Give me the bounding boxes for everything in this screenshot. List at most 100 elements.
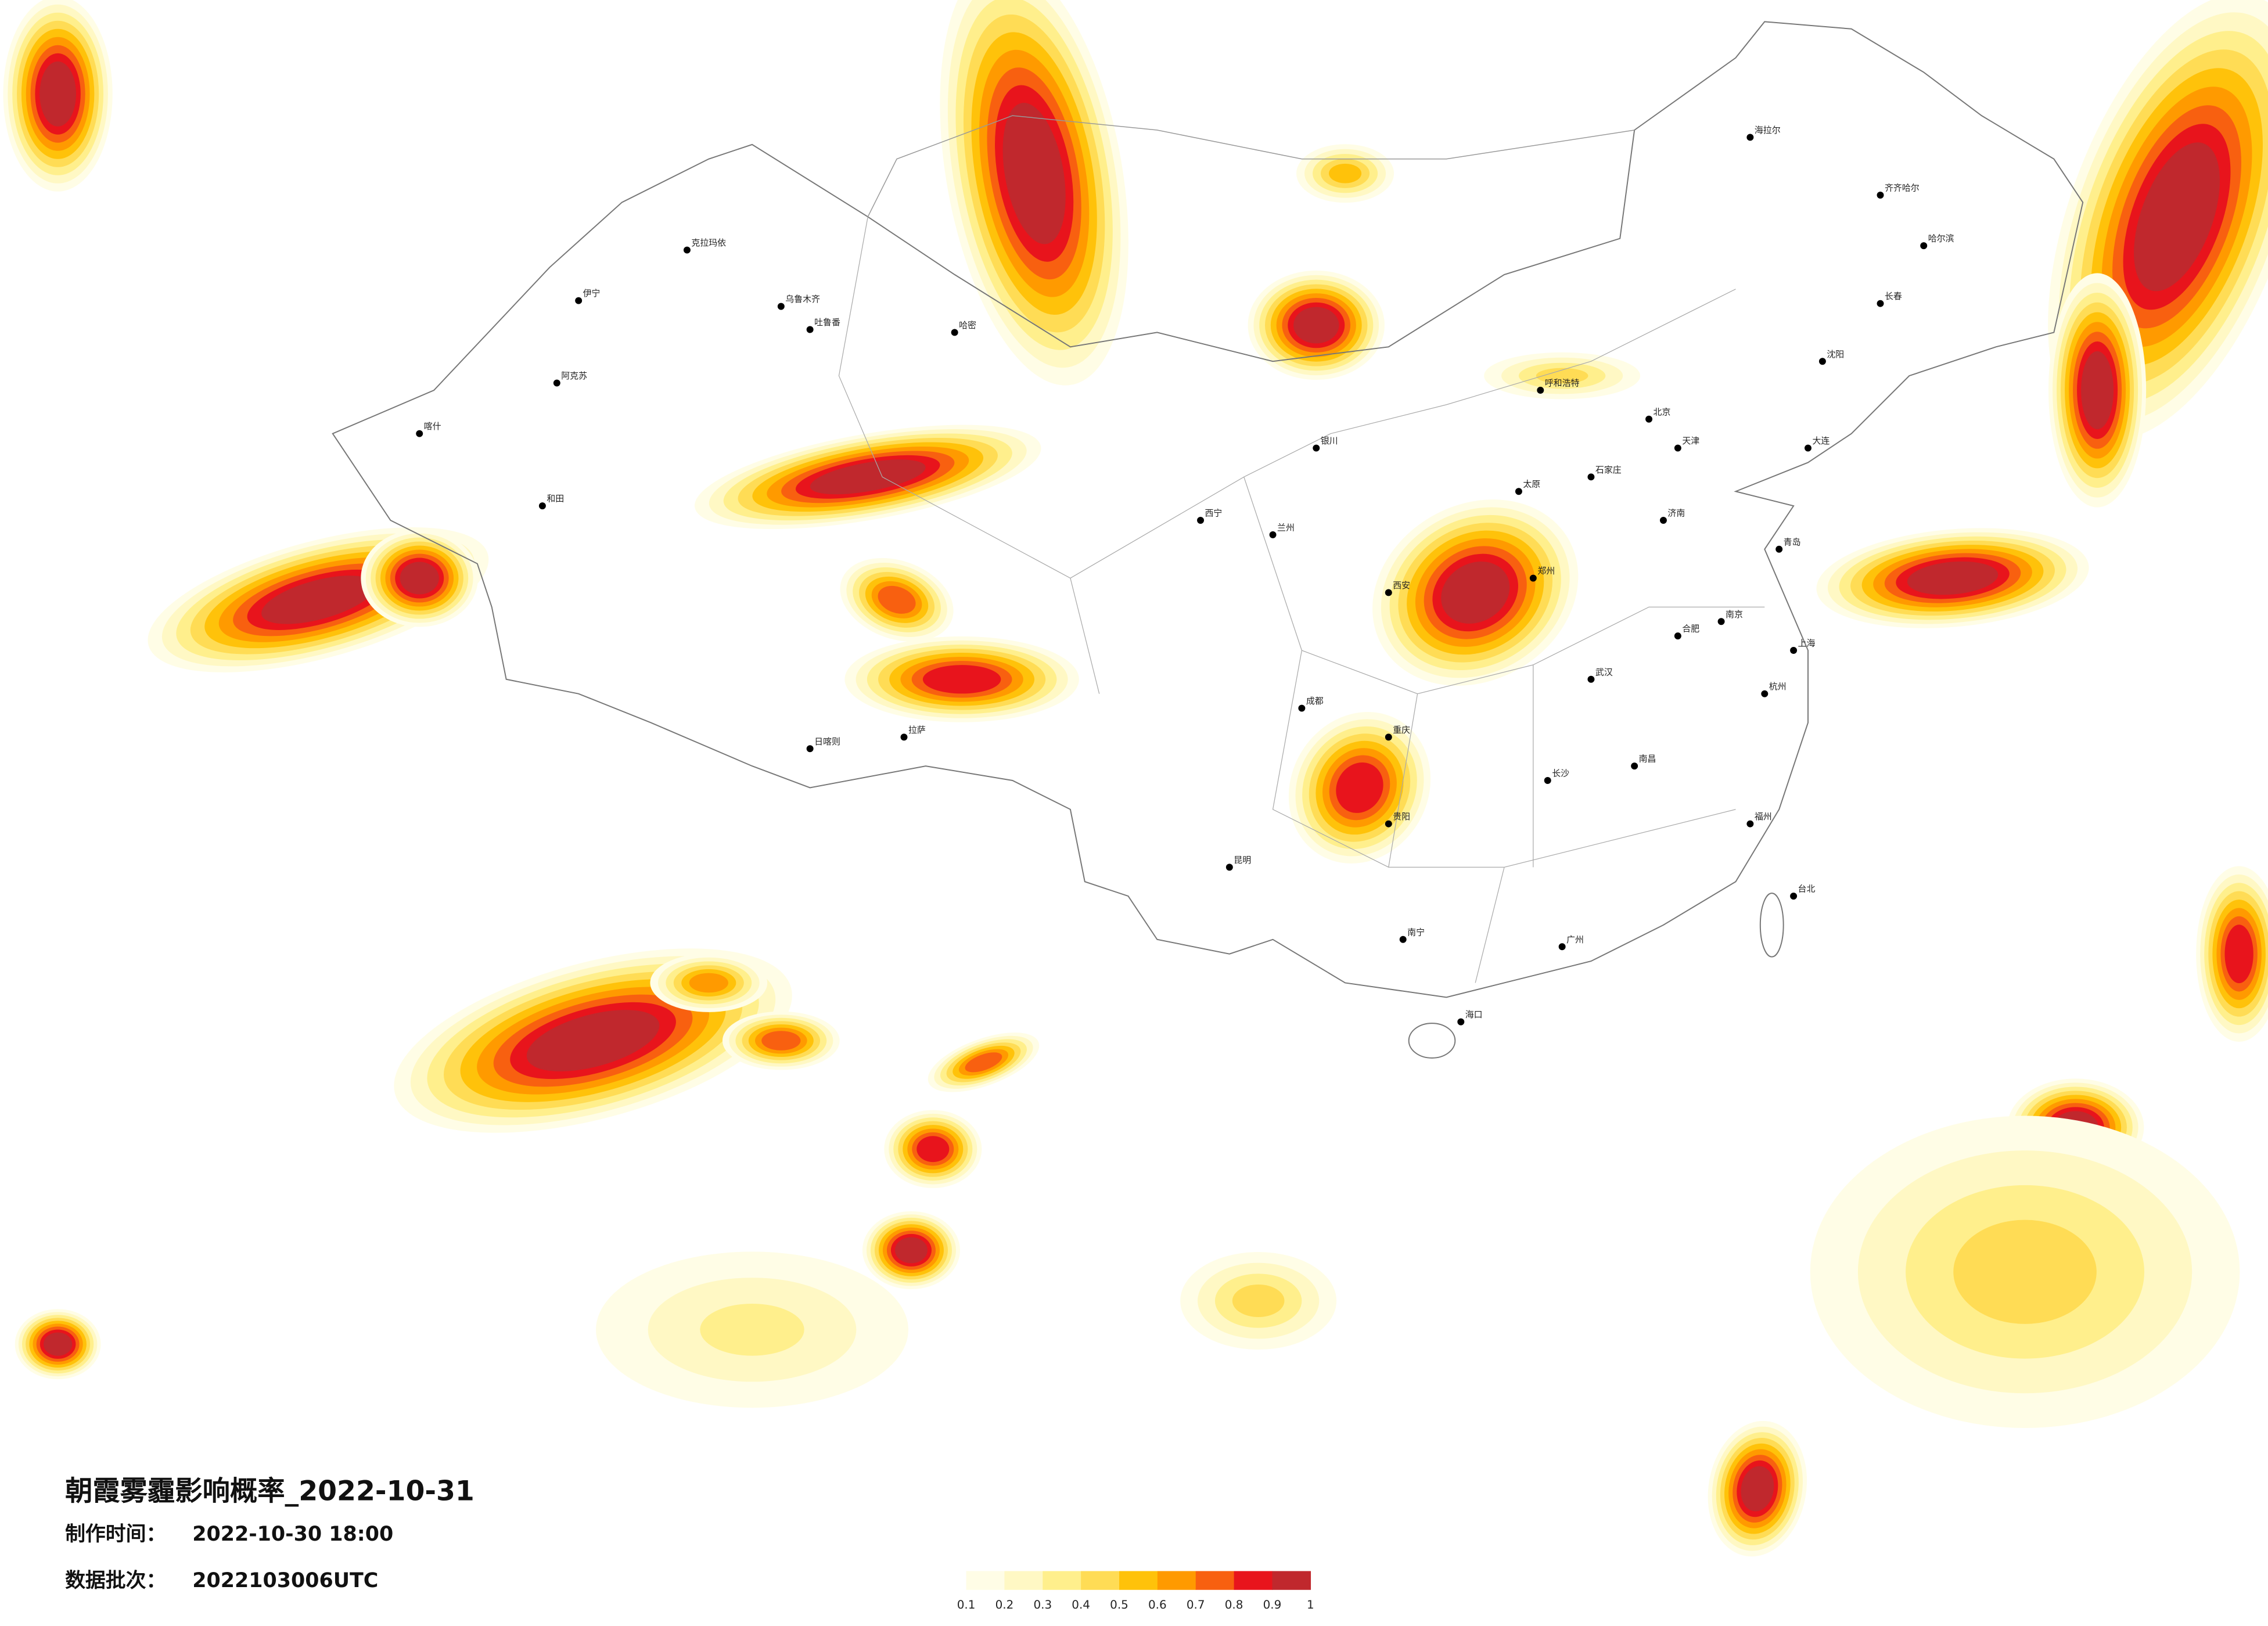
title: 朝霞雾霾影响概率_2022-10-31 — [65, 1475, 475, 1507]
city-label: 昆明 — [1234, 855, 1251, 865]
city-label: 西宁 — [1205, 508, 1223, 519]
haze-area — [2224, 924, 2253, 984]
city-dot — [1877, 300, 1884, 307]
haze-area — [43, 1332, 73, 1356]
haze-area — [1002, 103, 1066, 244]
city-label: 哈尔滨 — [1928, 233, 1954, 244]
city-dot — [1761, 690, 1769, 697]
haze-area — [689, 973, 728, 993]
legend-tick-label: 0.3 — [1033, 1598, 1052, 1611]
city-label: 沈阳 — [1827, 349, 1844, 359]
legend-tick-label: 0.9 — [1263, 1598, 1282, 1611]
city-label: 兰州 — [1277, 522, 1295, 533]
city-dot — [1717, 618, 1725, 625]
city-dot — [1298, 704, 1306, 712]
city-dot — [1659, 517, 1667, 524]
haze-area — [965, 1052, 1002, 1073]
city-label: 日喀则 — [814, 736, 840, 747]
city-label: 和田 — [547, 494, 564, 504]
haze-area — [1336, 762, 1383, 813]
city-dot — [1790, 893, 1798, 900]
legend-tick-label: 1 — [1307, 1598, 1314, 1611]
taiwan-outline — [1759, 893, 1784, 958]
city-dot — [1805, 444, 1811, 452]
legend-swatch — [1043, 1571, 1081, 1590]
province-lines — [838, 217, 1765, 983]
city-dot — [1587, 675, 1595, 683]
city-dot — [951, 329, 958, 336]
haze-area — [261, 575, 375, 624]
legend-swatch — [1195, 1571, 1235, 1590]
legend-swatch — [1004, 1571, 1044, 1590]
city-label: 贵阳 — [1393, 811, 1410, 822]
city-label: 太原 — [1523, 479, 1540, 490]
legend-swatch — [966, 1571, 1005, 1590]
city-label: 杭州 — [1769, 681, 1787, 692]
city-dot — [1515, 488, 1522, 495]
city-dot — [1631, 762, 1638, 770]
city-label: 郑州 — [1537, 566, 1555, 576]
city-label: 石家庄 — [1595, 465, 1622, 475]
city-dot — [1645, 415, 1653, 423]
city-dot — [1746, 820, 1754, 828]
haze-area — [810, 459, 926, 495]
city-dot — [683, 246, 691, 254]
hainan-outline — [1408, 1023, 1456, 1059]
haze-area — [1741, 1466, 1774, 1512]
legend-tick-label: 0.7 — [1187, 1598, 1205, 1611]
city-label: 乌鲁木齐 — [785, 294, 820, 304]
city-label: 西安 — [1393, 580, 1410, 591]
haze-area — [1293, 307, 1339, 344]
city-dot — [1587, 473, 1595, 481]
city-dot — [1674, 444, 1681, 452]
city-label: 哈密 — [959, 320, 976, 330]
haze-area — [894, 1237, 928, 1264]
city-dot — [1790, 647, 1798, 654]
haze-area — [922, 665, 1001, 694]
haze-area — [400, 562, 439, 595]
haze-area — [1907, 561, 1999, 595]
city-label: 呼和浩特 — [1545, 378, 1580, 388]
city-label: 拉萨 — [908, 725, 926, 735]
city-dot — [777, 303, 785, 310]
legend-swatch — [1157, 1571, 1196, 1590]
city-dot — [1385, 589, 1392, 596]
haze-area — [1536, 368, 1588, 384]
city-label: 北京 — [1654, 406, 1671, 417]
haze-areas — [3, 0, 2268, 1557]
batch: 2022103006UTC — [192, 1569, 378, 1592]
city-dot — [1544, 777, 1551, 784]
legend-swatch — [1272, 1571, 1311, 1590]
city-dot — [416, 430, 423, 437]
city-dot — [1746, 134, 1754, 141]
city-label: 台北 — [1798, 884, 1816, 894]
city-dot — [1674, 632, 1681, 640]
mongolia-border — [867, 115, 1635, 217]
city-dot — [1197, 517, 1205, 524]
city-dot — [538, 502, 546, 510]
city-label: 长春 — [1885, 291, 1902, 301]
haze-area — [39, 61, 76, 127]
legend-swatch — [1234, 1571, 1273, 1590]
legend-tick-label: 0.8 — [1225, 1598, 1243, 1611]
city-label: 广州 — [1566, 934, 1584, 945]
haze-area — [2081, 351, 2114, 430]
city-dot — [1920, 242, 1928, 250]
city-dot — [1818, 358, 1826, 365]
legend-tick-label: 0.6 — [1148, 1598, 1167, 1611]
city-label: 伊宁 — [583, 288, 601, 298]
city-label: 吐鲁番 — [814, 317, 840, 328]
city-label: 齐齐哈尔 — [1885, 183, 1920, 193]
city-dot — [1775, 545, 1783, 553]
city-label: 海口 — [1465, 1009, 1483, 1020]
city-label: 银川 — [1321, 436, 1338, 446]
legend: 0.1 0.2 0.3 0.4 0.5 0.6 0.7 0.8 0.9 1 — [957, 1571, 1314, 1611]
city-label: 重庆 — [1393, 725, 1410, 735]
city-label: 海拉尔 — [1755, 125, 1781, 135]
legend-tick-label: 0.1 — [957, 1598, 976, 1611]
haze-area — [761, 1031, 801, 1051]
city-dot — [1269, 531, 1277, 538]
